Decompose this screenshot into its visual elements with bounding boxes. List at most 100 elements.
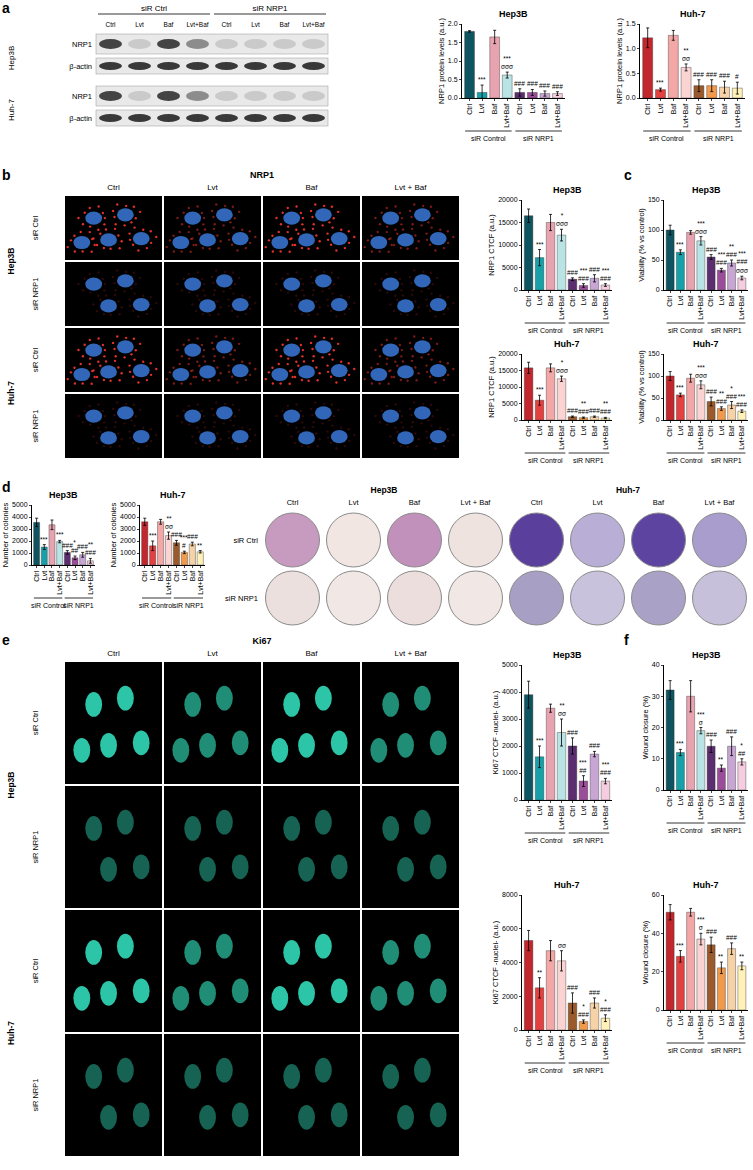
svg-text:NRP1 CTCF (a.u.): NRP1 CTCF (a.u.) <box>487 356 496 418</box>
svg-text:###: ### <box>514 80 525 87</box>
svg-text:siR Control: siR Control <box>528 327 563 334</box>
svg-text:Ctrl: Ctrl <box>33 570 40 581</box>
svg-text:Wound closure (%): Wound closure (%) <box>641 920 650 984</box>
svg-text:d: d <box>2 479 11 495</box>
svg-text:4000: 4000 <box>12 513 28 520</box>
svg-text:1.0: 1.0 <box>626 45 636 52</box>
svg-text:###: ### <box>706 928 717 935</box>
svg-text:###: ### <box>567 407 578 414</box>
svg-text:**###: **### <box>600 400 611 415</box>
svg-text:Lvt: Lvt <box>677 426 684 435</box>
svg-text:**: ** <box>197 542 203 549</box>
svg-text:Lvt: Lvt <box>708 104 715 113</box>
svg-text:***: *** <box>536 386 544 393</box>
svg-text:###: ### <box>726 728 737 735</box>
svg-text:***: *** <box>536 737 544 744</box>
svg-text:2000: 2000 <box>502 993 518 1000</box>
svg-text:###: ### <box>567 269 578 276</box>
svg-text:Lvt: Lvt <box>580 806 587 815</box>
svg-text:4000: 4000 <box>502 959 518 966</box>
svg-text:Baf: Baf <box>547 426 554 437</box>
svg-text:###: ### <box>539 82 550 89</box>
svg-text:Ctrl: Ctrl <box>107 649 120 658</box>
svg-text:Baf: Baf <box>687 296 694 307</box>
svg-text:Huh-7: Huh-7 <box>554 880 580 890</box>
svg-text:**###: **### <box>85 541 96 556</box>
svg-text:###: ### <box>706 388 717 395</box>
svg-text:Baf: Baf <box>189 571 196 582</box>
svg-text:Baf: Baf <box>280 21 290 28</box>
svg-text:Lvt: Lvt <box>207 183 218 192</box>
svg-text:b: b <box>2 167 11 183</box>
svg-text:Baf: Baf <box>409 498 421 507</box>
svg-text:Baf: Baf <box>728 426 735 437</box>
svg-text:Huh-7: Huh-7 <box>7 99 16 121</box>
svg-text:Hep3B: Hep3B <box>6 248 16 275</box>
svg-text:Lvt+Baf: Lvt+Baf <box>186 21 208 28</box>
svg-text:Hep3B: Hep3B <box>692 650 721 660</box>
svg-text:###: ### <box>567 984 578 991</box>
svg-text:Ctrl: Ctrl <box>107 183 120 192</box>
svg-text:Lvt+Baf: Lvt+Baf <box>697 796 704 820</box>
svg-text:Ctrl: Ctrl <box>695 103 702 114</box>
svg-text:Lvt: Lvt <box>718 796 725 805</box>
svg-text:siR Ctrl: siR Ctrl <box>31 215 40 240</box>
svg-text:siR Control: siR Control <box>31 602 66 609</box>
svg-text:Lvt: Lvt <box>529 104 536 113</box>
svg-text:Lvt+Baf: Lvt+Baf <box>697 296 704 320</box>
svg-text:1000: 1000 <box>12 549 28 556</box>
svg-text:NRP1: NRP1 <box>250 170 274 180</box>
svg-text:40: 40 <box>652 661 660 668</box>
svg-text:Lvt: Lvt <box>536 426 543 435</box>
svg-text:0: 0 <box>514 286 518 293</box>
svg-text:###: ### <box>726 934 737 941</box>
svg-text:β-actin: β-actin <box>69 114 92 123</box>
svg-text:siR Control: siR Control <box>528 837 563 844</box>
svg-text:Lvt+Baf: Lvt+Baf <box>738 1016 745 1040</box>
svg-text:***: *** <box>676 740 684 747</box>
svg-text:Lvt+Baf: Lvt+Baf <box>558 1036 565 1060</box>
svg-text:2000: 2000 <box>502 742 518 749</box>
svg-text:0: 0 <box>24 561 28 568</box>
svg-text:Hep3B: Hep3B <box>6 772 16 799</box>
svg-text:siR NRP1: siR NRP1 <box>573 1067 604 1074</box>
svg-text:siR NRP1: siR NRP1 <box>573 327 604 334</box>
svg-text:Huh-7: Huh-7 <box>160 490 186 500</box>
svg-text:Ctrl: Ctrl <box>707 425 714 436</box>
svg-text:4000: 4000 <box>120 513 136 520</box>
svg-text:Lvt: Lvt <box>718 1016 725 1025</box>
svg-text:**σσ: **σσ <box>682 47 690 62</box>
svg-text:15000: 15000 <box>498 219 518 226</box>
svg-text:siR NRP1: siR NRP1 <box>31 1079 40 1112</box>
svg-text:Lvt+Baf: Lvt+Baf <box>554 104 561 128</box>
svg-text:5000: 5000 <box>502 661 518 668</box>
svg-text:*##: *## <box>71 539 79 554</box>
svg-text:siR Ctrl: siR Ctrl <box>31 710 40 735</box>
svg-text:NRP1: NRP1 <box>72 92 92 101</box>
svg-text:150: 150 <box>648 350 660 357</box>
svg-text:10000: 10000 <box>498 241 518 248</box>
svg-text:Ctrl: Ctrl <box>287 498 299 507</box>
svg-text:siR Control: siR Control <box>668 1047 703 1054</box>
svg-text:a: a <box>2 0 10 16</box>
svg-text:***###: ***### <box>600 267 611 282</box>
svg-text:siR Control: siR Control <box>528 457 563 464</box>
svg-text:Hep3B: Hep3B <box>553 185 582 195</box>
svg-text:Ctrl: Ctrl <box>64 570 71 581</box>
svg-text:Lvt+Baf: Lvt+Baf <box>558 296 565 320</box>
svg-text:0: 0 <box>656 286 660 293</box>
svg-text:Lvt+Baf: Lvt+Baf <box>503 104 510 128</box>
svg-text:Ctrl: Ctrl <box>525 295 532 306</box>
svg-text:***: *** <box>676 384 684 391</box>
svg-text:Baf: Baf <box>305 649 318 658</box>
svg-text:NRP1: NRP1 <box>72 40 92 49</box>
svg-text:#: # <box>735 73 739 80</box>
svg-text:Lvt+Baf: Lvt+Baf <box>697 426 704 450</box>
svg-text:***: *** <box>149 532 157 539</box>
svg-text:2000: 2000 <box>12 537 28 544</box>
svg-text:Baf: Baf <box>541 104 548 115</box>
svg-text:0: 0 <box>514 416 518 423</box>
svg-text:Lvt: Lvt <box>135 21 144 28</box>
svg-text:Lvt: Lvt <box>657 104 664 113</box>
svg-text:***σσσ: ***σσσ <box>695 220 707 235</box>
